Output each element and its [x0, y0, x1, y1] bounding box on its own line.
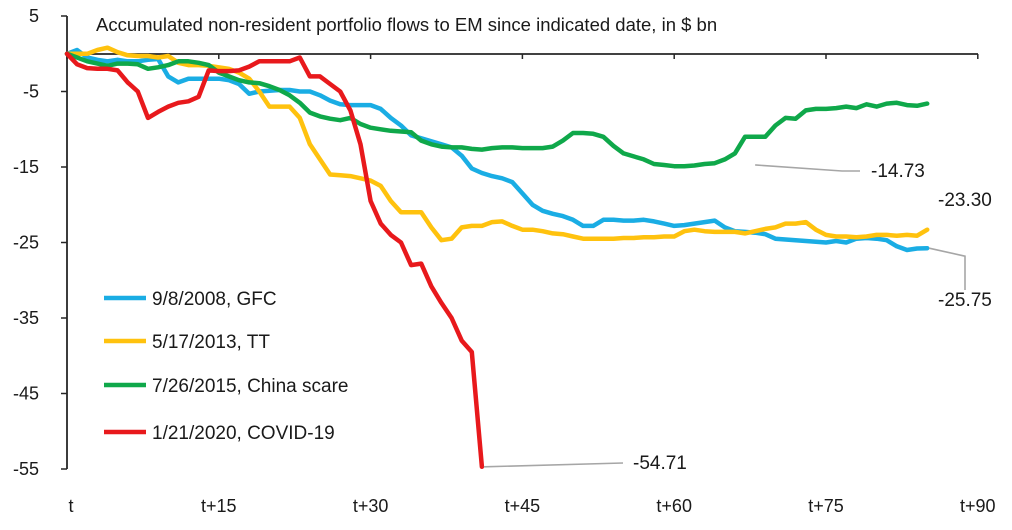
annotation-leader	[483, 462, 624, 468]
legend-label: 9/8/2008, GFC	[152, 289, 277, 310]
y-tick-label: -35	[13, 308, 39, 328]
x-tick-label: t+45	[505, 496, 541, 516]
x-tick-label: t+75	[808, 496, 844, 516]
y-axis-ticks: 5 -5 -15 -25 -35 -45 -55	[13, 6, 67, 479]
legend-label: 1/21/2020, COVID-19	[152, 423, 335, 444]
annotation-label: -23.30	[938, 190, 992, 211]
y-tick-label: -15	[13, 157, 39, 177]
annotation-leader	[755, 164, 860, 172]
chart-title: Accumulated non-resident portfolio flows…	[96, 14, 717, 35]
annotation-label: -14.73	[871, 161, 925, 182]
x-tick-label: t+60	[656, 496, 692, 516]
y-tick-label: -25	[13, 233, 39, 253]
y-tick-label: -5	[23, 82, 39, 102]
x-axis-ticks: t t+15 t+30 t+45 t+60 t+75 t+90	[66, 54, 996, 516]
y-tick-label: -55	[13, 459, 39, 479]
y-tick-label: -45	[13, 384, 39, 404]
annotation-leader	[929, 247, 966, 290]
annotations: -14.73 -23.30 -25.75 -54.71	[483, 161, 992, 474]
annotation-label: -25.75	[938, 290, 992, 311]
legend-label: 7/26/2015, China scare	[152, 376, 348, 397]
annotation-label: -54.71	[633, 453, 687, 474]
series-layer	[64, 45, 930, 470]
x-tick-label: t	[68, 496, 73, 516]
x-tick-label: t+15	[201, 496, 237, 516]
y-tick-label: 5	[29, 6, 39, 26]
series-line-3	[64, 51, 930, 169]
legend: 9/8/2008, GFC 5/17/2013, TT 7/26/2015, Chi…	[104, 289, 348, 444]
legend-label: 5/17/2013, TT	[152, 332, 270, 353]
x-tick-label: t+30	[353, 496, 389, 516]
series-line-1	[64, 47, 930, 253]
series-line-4	[64, 51, 485, 470]
x-tick-label: t+90	[960, 496, 996, 516]
